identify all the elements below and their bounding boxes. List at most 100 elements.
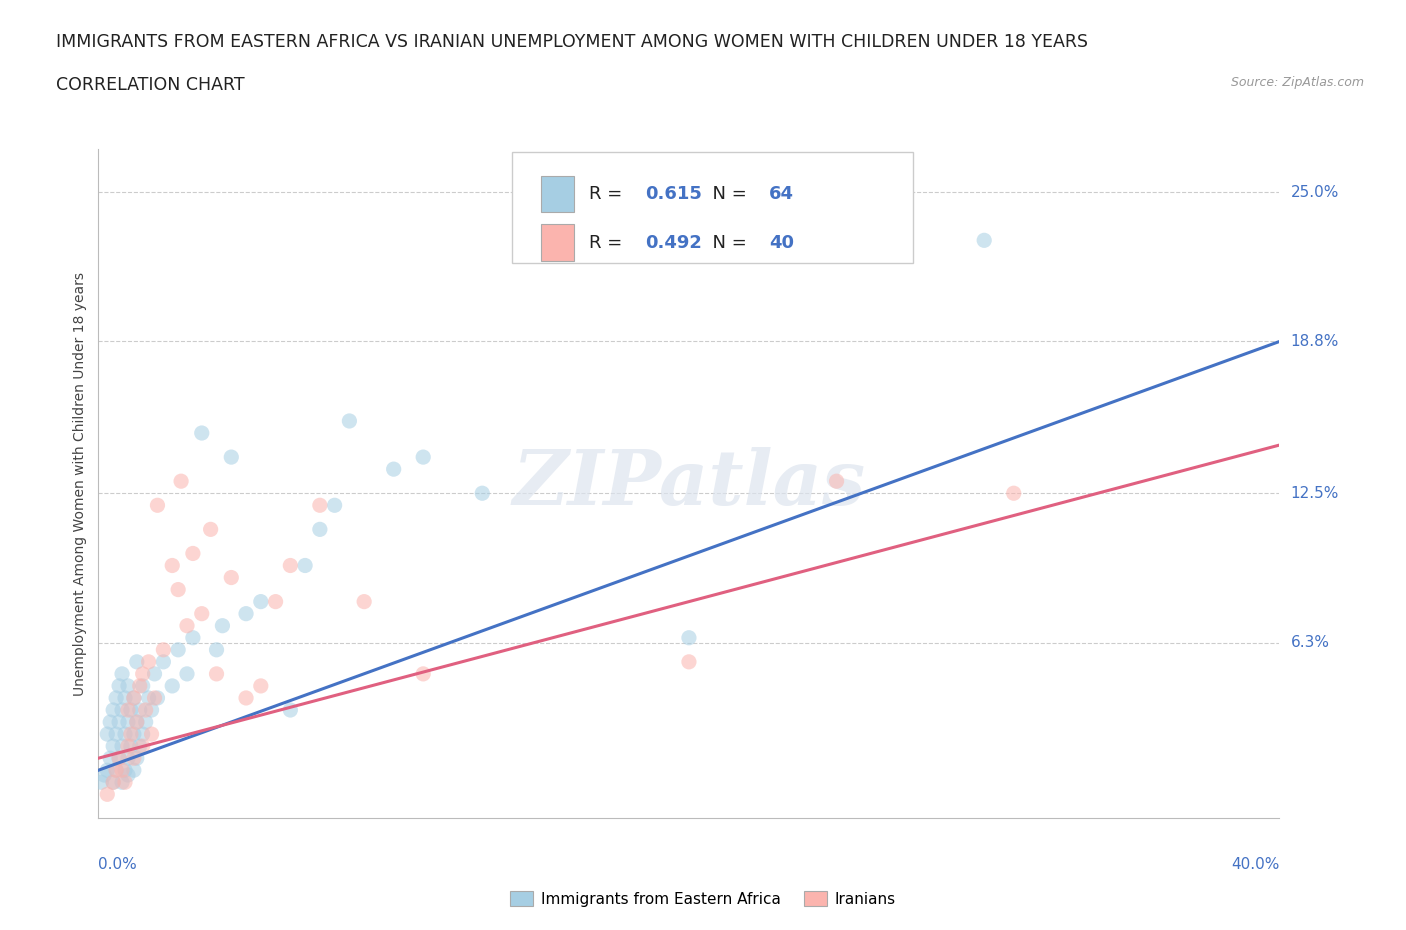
Text: N =: N =	[700, 185, 752, 203]
Point	[105, 726, 128, 741]
Point	[120, 702, 142, 717]
Point	[235, 691, 257, 706]
Point	[135, 702, 157, 717]
Point	[167, 582, 190, 597]
Y-axis label: Unemployment Among Women with Children Under 18 years: Unemployment Among Women with Children U…	[73, 272, 87, 696]
Point	[162, 679, 183, 694]
Point	[205, 643, 228, 658]
Point	[105, 691, 128, 706]
Point	[138, 655, 160, 670]
Point	[117, 679, 139, 694]
Text: 0.492: 0.492	[645, 233, 702, 252]
Point	[128, 738, 150, 753]
Point	[96, 787, 118, 802]
Text: 40: 40	[769, 233, 794, 252]
Point	[120, 726, 142, 741]
Point	[132, 738, 155, 753]
Point	[122, 726, 145, 741]
Point	[117, 767, 139, 782]
Point	[138, 691, 160, 706]
Point	[323, 498, 346, 512]
Point	[200, 522, 222, 537]
Point	[278, 702, 302, 717]
Point	[114, 775, 136, 790]
Point	[111, 763, 134, 777]
Point	[111, 702, 134, 717]
Point	[412, 667, 434, 682]
Point	[98, 714, 121, 729]
Point	[141, 702, 163, 717]
Point	[973, 232, 995, 247]
Text: R =: R =	[589, 233, 627, 252]
Point	[219, 570, 242, 585]
Point	[120, 738, 142, 753]
Point	[105, 763, 128, 777]
Point	[152, 643, 174, 658]
Point	[108, 714, 131, 729]
Point	[122, 751, 145, 765]
Point	[141, 726, 163, 741]
Point	[125, 655, 148, 670]
Point	[117, 738, 139, 753]
Point	[132, 667, 155, 682]
Text: CORRELATION CHART: CORRELATION CHART	[56, 76, 245, 94]
Point	[146, 691, 169, 706]
Point	[96, 726, 118, 741]
Point	[143, 667, 166, 682]
Text: 6.3%: 6.3%	[1291, 635, 1330, 650]
Point	[181, 631, 204, 645]
Point	[250, 594, 273, 609]
Point	[135, 714, 157, 729]
Point	[103, 738, 125, 753]
Text: R =: R =	[589, 185, 627, 203]
Point	[181, 546, 204, 561]
Point	[382, 461, 405, 476]
Point	[125, 714, 148, 729]
Point	[125, 714, 148, 729]
Point	[152, 655, 174, 670]
Text: ZIPatlas: ZIPatlas	[512, 446, 866, 521]
Point	[103, 775, 125, 790]
Point	[678, 631, 700, 645]
Point	[103, 702, 125, 717]
Text: Source: ZipAtlas.com: Source: ZipAtlas.com	[1230, 76, 1364, 89]
Point	[117, 714, 139, 729]
Point	[309, 522, 332, 537]
Point	[114, 763, 136, 777]
Point	[108, 751, 131, 765]
Point	[235, 606, 257, 621]
Text: 25.0%: 25.0%	[1291, 185, 1339, 200]
Point	[219, 450, 242, 465]
Point	[309, 498, 332, 512]
Text: 64: 64	[769, 185, 794, 203]
Point	[128, 702, 150, 717]
Point	[108, 751, 131, 765]
Point	[98, 751, 121, 765]
Point	[211, 618, 233, 633]
Point	[114, 726, 136, 741]
Point	[132, 726, 155, 741]
Point	[111, 738, 134, 753]
Point	[678, 655, 700, 670]
Point	[111, 775, 134, 790]
Point	[132, 679, 155, 694]
Point	[412, 450, 434, 465]
Point	[167, 643, 190, 658]
Point	[337, 414, 360, 429]
Point	[1002, 485, 1025, 500]
Text: 0.615: 0.615	[645, 185, 702, 203]
Point	[111, 667, 134, 682]
Point	[93, 767, 115, 782]
Point	[294, 558, 316, 573]
Point	[162, 558, 183, 573]
Point	[108, 679, 131, 694]
FancyBboxPatch shape	[541, 224, 575, 261]
Point	[128, 679, 150, 694]
Point	[471, 485, 494, 500]
Text: 18.8%: 18.8%	[1291, 334, 1339, 349]
Point	[176, 618, 198, 633]
Point	[103, 775, 125, 790]
Text: N =: N =	[700, 233, 752, 252]
Point	[170, 473, 193, 488]
Point	[205, 667, 228, 682]
